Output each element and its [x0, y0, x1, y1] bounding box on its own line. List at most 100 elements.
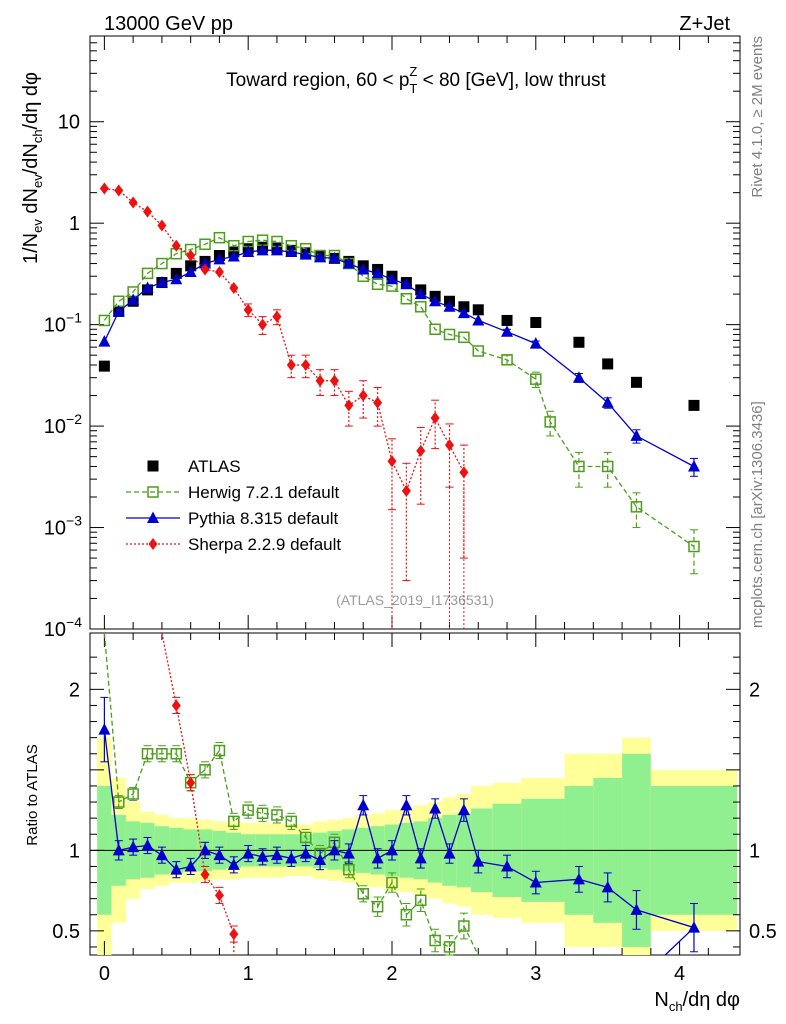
data-point	[155, 276, 168, 288]
ratio-data-point	[501, 859, 514, 872]
data-point	[329, 374, 339, 387]
data-point	[458, 331, 470, 344]
data-point	[286, 359, 296, 372]
series-line	[103, 236, 695, 548]
y-tick-label: 10−2	[44, 411, 82, 438]
ratio-data-point	[458, 920, 470, 932]
data-point	[242, 245, 255, 258]
data-point	[430, 412, 440, 425]
ratio-y-label: Ratio to ATLAS	[24, 744, 41, 845]
data-point	[630, 501, 643, 513]
x-tick-label: 2	[386, 963, 397, 985]
ratio-data-point	[601, 880, 614, 893]
legend-label: ATLAS	[188, 457, 241, 476]
y-tick-exponent: −1	[66, 310, 82, 326]
series-pythia	[98, 243, 700, 477]
data-point	[459, 466, 469, 479]
ratio-data-point	[357, 798, 370, 811]
ratio-data-point	[385, 843, 398, 856]
legend-entry-pythia: Pythia 8.315 default	[126, 509, 339, 528]
data-point	[400, 277, 413, 290]
title-post: < 80 [GeV], low thrust	[417, 70, 606, 91]
ratio-data-point	[127, 840, 140, 853]
legend-label: Sherpa 2.2.9 default	[188, 535, 341, 554]
legend-label: Pythia 8.315 default	[188, 509, 339, 528]
y-tick-exponent: −3	[66, 513, 82, 529]
ratio-data-point	[214, 889, 224, 902]
ratio-data-point	[400, 909, 413, 921]
data-point	[443, 300, 456, 312]
ratio-data-point	[242, 847, 255, 859]
ratio-data-point	[687, 921, 700, 933]
ratio-series-herwig	[103, 632, 479, 956]
ratio-series-line	[103, 632, 479, 956]
data-point	[429, 323, 441, 336]
data-point	[385, 272, 398, 285]
xlabel-a-sub: ch	[669, 999, 683, 1014]
ratio-data-point	[285, 851, 298, 864]
data-point	[229, 281, 239, 294]
ratio-data-point	[199, 843, 212, 856]
y-tick-label: 10−4	[44, 614, 82, 641]
ratio-data-point	[113, 796, 125, 808]
ratio-data-point	[472, 855, 485, 867]
ratio-data-point	[199, 764, 211, 776]
legend: ATLAS Herwig 7.2.1 default Pythia 8.315 de…	[126, 457, 341, 554]
ratio-series-layer	[98, 632, 700, 956]
ratio-data-point	[457, 803, 470, 816]
ratio-data-point	[184, 859, 197, 872]
data-point	[315, 374, 325, 387]
series-sherpa	[99, 182, 469, 582]
data-point	[184, 265, 197, 278]
data-point	[272, 310, 282, 323]
ratio-data-point	[256, 807, 269, 820]
y-tick-exponent: −2	[66, 411, 82, 427]
data-point	[256, 243, 269, 256]
ratio-data-point	[299, 831, 312, 844]
main-y-label: 1/Nev dNev/dNch/dη dφ	[20, 72, 45, 264]
data-point	[157, 219, 167, 232]
legend-marker	[147, 460, 159, 472]
data-point	[213, 252, 226, 265]
ratio-data-point	[400, 798, 413, 811]
ratio-series-line	[103, 729, 696, 956]
main-title: Toward region, 60 < pTZ < 80 [GeV], low …	[226, 64, 606, 96]
ratio-data-point	[572, 872, 585, 885]
legend-label: Herwig 7.2.1 default	[188, 483, 339, 502]
data-point	[472, 345, 485, 357]
ratio-data-point	[200, 868, 210, 881]
data-point	[529, 337, 542, 349]
ratio-data-point	[630, 903, 643, 915]
data-point	[530, 373, 542, 385]
ratio-y-tick-label-left: 2	[69, 679, 80, 701]
data-point	[357, 262, 370, 275]
data-point	[416, 444, 426, 457]
ratio-data-point	[155, 848, 168, 861]
data-point	[256, 234, 269, 246]
data-point	[186, 249, 196, 262]
x-tick-label: 0	[99, 963, 110, 985]
y-tick-label: 1	[69, 213, 80, 235]
ratio-data-point	[127, 788, 139, 800]
data-point	[572, 371, 585, 383]
ratio-data-point	[371, 900, 384, 913]
ratio-data-point	[386, 876, 398, 889]
data-point	[630, 376, 642, 388]
ratio-series-pythia	[98, 696, 700, 956]
ratio-data-point	[256, 850, 269, 862]
ratio-y-tick-label-right: 0.5	[749, 921, 777, 943]
y-tick-base: 10	[44, 416, 66, 438]
ratio-data-point	[229, 928, 239, 941]
ratio-data-point	[414, 851, 427, 864]
data-point	[344, 399, 354, 412]
data-point	[258, 318, 268, 331]
ratio-data-point	[141, 839, 154, 851]
main-panel-frame	[89, 35, 741, 630]
legend-entry-sherpa: Sherpa 2.2.9 default	[126, 535, 341, 554]
series-atlas	[98, 241, 700, 411]
data-point	[328, 251, 341, 264]
data-point	[141, 281, 154, 293]
ylabel-a-sub: ev	[30, 219, 45, 233]
legend-marker	[147, 486, 159, 498]
